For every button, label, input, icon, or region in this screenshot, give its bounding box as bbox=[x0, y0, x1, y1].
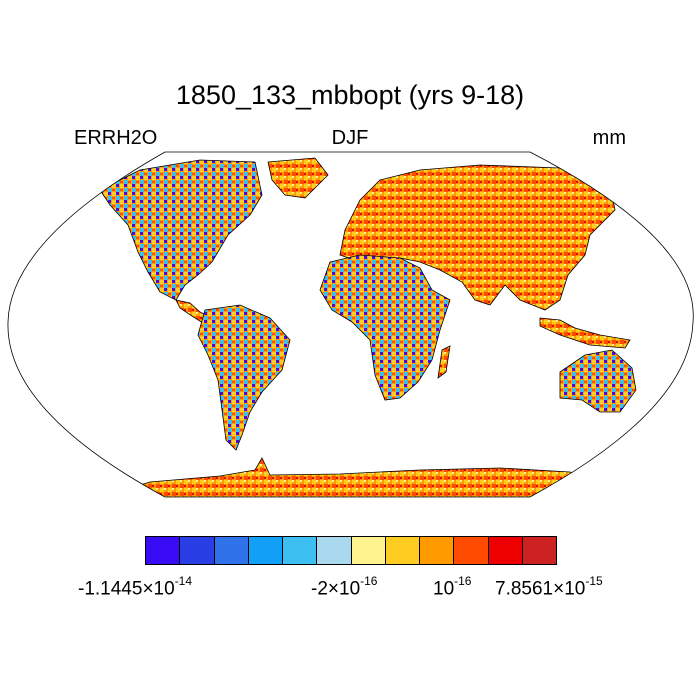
antarctica bbox=[99, 457, 622, 497]
colorbar-label-neg: -2×10-16 bbox=[311, 574, 378, 600]
colorbar-box-10 bbox=[488, 537, 523, 564]
australia bbox=[559, 349, 637, 413]
colorbar-box-4 bbox=[283, 537, 318, 564]
colorbar-box-3 bbox=[248, 537, 283, 564]
colorbar-box-6 bbox=[351, 537, 386, 564]
africa bbox=[319, 254, 451, 401]
colorbar-box-2 bbox=[214, 537, 249, 564]
colorbar-box-11 bbox=[522, 537, 556, 564]
colorbar-label-max: 7.8561×10-15 bbox=[495, 574, 603, 600]
map-title: 1850_133_mbbopt (yrs 9-18) bbox=[175, 80, 525, 110]
south-america bbox=[197, 304, 291, 451]
colorbar bbox=[145, 536, 557, 565]
colorbar-label-min: -1.1445×10-14 bbox=[78, 574, 193, 600]
colorbar-box-5 bbox=[317, 537, 352, 564]
colorbar-box-1 bbox=[180, 537, 215, 564]
globe-outline bbox=[7, 151, 694, 498]
season-label: DJF bbox=[331, 127, 369, 149]
variable-label: ERRH2O bbox=[74, 127, 158, 149]
colorbar-box-0 bbox=[146, 537, 181, 564]
colorbar-box-7 bbox=[385, 537, 420, 564]
land-layer bbox=[99, 157, 669, 497]
colorbar-label-pos: 10-16 bbox=[433, 574, 472, 600]
colorbar-box-8 bbox=[420, 537, 455, 564]
greenland bbox=[267, 157, 329, 199]
colorbar-box-9 bbox=[454, 537, 489, 564]
madagascar bbox=[437, 345, 451, 379]
north-america bbox=[99, 159, 263, 301]
units-label: mm bbox=[592, 127, 626, 149]
indonesia bbox=[539, 317, 631, 349]
